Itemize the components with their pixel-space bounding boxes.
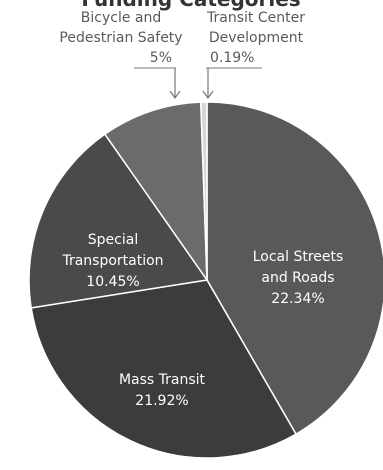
callout-value-bicycle-and-pedestrian-safety: 5%	[150, 50, 172, 66]
slice-label-local-streets-and-roads: and Roads	[261, 270, 334, 286]
callout-label-bicycle-and-pedestrian-safety: Pedestrian Safety	[59, 30, 182, 46]
slice-label-special-transportation: Transportation	[61, 253, 163, 269]
slice-label-special-transportation: Special	[88, 232, 138, 248]
callout-arrow-bicycle-and-pedestrian-safety	[170, 68, 180, 98]
callout-labels: Bicycle and Pedestrian Safety 5% Transit Ce…	[59, 10, 305, 98]
callout-label-transit-center-development: Development	[209, 30, 304, 46]
callout-value-transit-center-development: 0.19%	[210, 50, 254, 66]
callout-arrow-transit-center-development	[203, 68, 213, 98]
slice-value-local-streets-and-roads: 22.34%	[271, 291, 324, 307]
callout-label-bicycle-and-pedestrian-safety: Bicycle and	[81, 10, 161, 26]
callout-label-transit-center-development: Transit Center	[206, 10, 305, 26]
slice-label-local-streets-and-roads: Local Streets	[253, 249, 344, 265]
slice-value-special-transportation: 10.45%	[86, 274, 139, 290]
slice-label-mass-transit: Mass Transit	[119, 372, 206, 388]
slice-value-mass-transit: 21.92%	[135, 393, 188, 409]
